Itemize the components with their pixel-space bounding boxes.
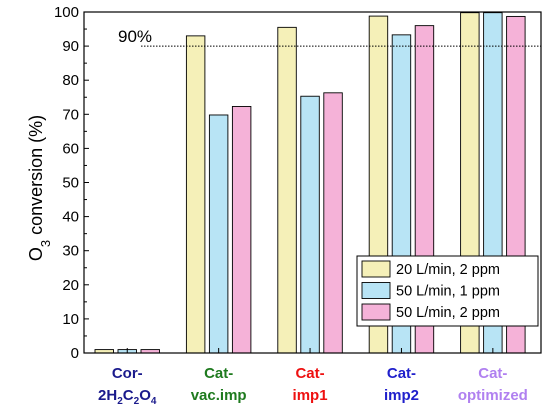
bar-2-series-3 (231, 106, 252, 354)
category-5-label-line-2: optimized (458, 387, 528, 404)
y-tick-label-10: 10 (62, 311, 79, 328)
bar-3-series-2 (300, 95, 320, 354)
y-tick-label-80: 80 (62, 72, 79, 89)
y-tick-label-20: 20 (62, 277, 79, 294)
reference-line-label: 90% (118, 27, 152, 46)
y-tick-label-90: 90 (62, 38, 79, 55)
legend-swatch-3 (361, 303, 391, 321)
y-axis-title: O3 conversion (%) (26, 115, 53, 261)
category-3-label-line-1: Cat- (295, 365, 324, 382)
category-labels: Cor- 2H2C2O4 Cat-vac.imp Cat-imp1 Cat-imp2 Ca… (98, 365, 528, 407)
bar-2-series-2 (208, 114, 229, 354)
y-tick-label-50: 50 (62, 175, 79, 192)
bar-3-series-3 (323, 92, 343, 354)
y-tick-label-70: 70 (62, 106, 79, 123)
y-tick-label-100: 100 (54, 4, 79, 21)
y-tick-label-30: 30 (62, 243, 79, 260)
y-tick-label-40: 40 (62, 209, 79, 226)
legend-label-2: 50 L/min, 1 ppm (396, 284, 500, 300)
legend-label-3: 50 L/min, 2 ppm (396, 305, 500, 321)
category-2-label-line-1: Cat- (204, 365, 233, 382)
category-3-label-line-2: imp1 (293, 387, 328, 404)
category-5-label-line-1: Cat- (478, 365, 507, 382)
reference-line-layer: 90% (118, 27, 541, 47)
category-2-label-line-2: vac.imp (191, 387, 247, 404)
category-1-label-line-1: Cor- (112, 365, 143, 382)
bar-3-series-1 (277, 26, 297, 354)
category-4-label-line-2: imp2 (384, 387, 419, 404)
legend: 20 L/min, 2 ppm 50 L/min, 1 ppm 50 L/min, … (356, 255, 539, 327)
legend-label-1: 20 L/min, 2 ppm (396, 262, 500, 278)
bar-2-series-1 (185, 35, 206, 354)
axes-layer: 0 10 20 30 40 50 60 70 80 90 100 (54, 4, 542, 362)
category-4-label-line-1: Cat- (387, 365, 416, 382)
y-tick-label-60: 60 (62, 140, 79, 157)
category-1-label-line-2: 2H2C2O4 (98, 387, 157, 407)
legend-swatch-2 (361, 282, 391, 299)
legend-swatch-1 (361, 260, 391, 278)
y-tick-label-0: 0 (71, 345, 79, 362)
